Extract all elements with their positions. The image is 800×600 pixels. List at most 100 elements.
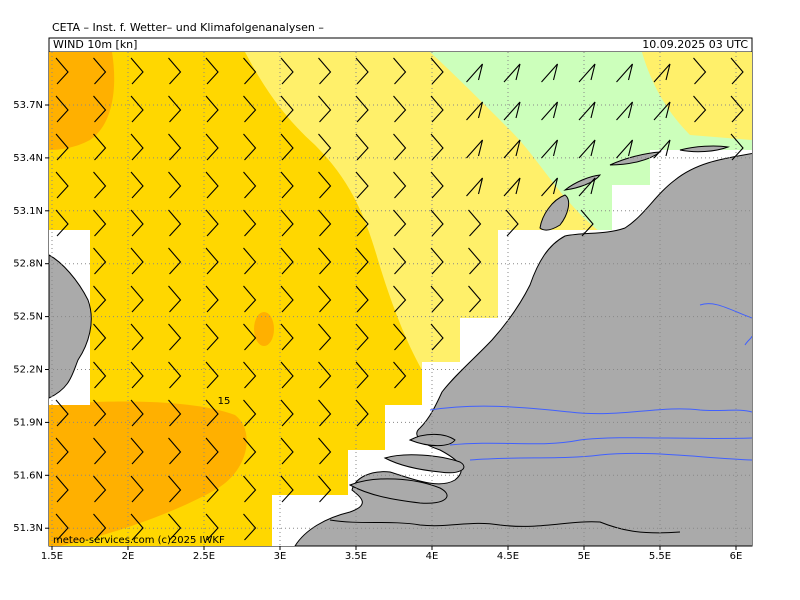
wind-barb <box>168 323 182 351</box>
wind-barb <box>280 247 294 275</box>
wind-barb <box>355 399 369 427</box>
wind-barb <box>205 475 219 503</box>
plot-area: 15 meteo-services.com (c)2025 IWKF <box>49 52 752 546</box>
wind-barb <box>243 323 257 351</box>
wind-barb <box>205 247 219 275</box>
wind-barb <box>318 475 332 503</box>
island <box>383 454 465 474</box>
wind-barb <box>205 285 219 313</box>
wind-5-10 <box>642 52 752 137</box>
wind-barb <box>168 399 182 427</box>
wind-barb <box>318 285 332 313</box>
wind-barb <box>130 95 144 123</box>
wind-barb <box>466 101 484 121</box>
lon-label: 2E <box>122 551 135 562</box>
lon-label: 3E <box>274 551 287 562</box>
wind-barb <box>393 323 407 351</box>
wind-barb <box>693 95 707 123</box>
land <box>294 153 752 546</box>
wind-barb <box>393 57 407 85</box>
wind-barb <box>693 57 707 85</box>
river <box>429 405 752 415</box>
wind-barb <box>130 171 144 199</box>
wind-barb <box>205 399 219 427</box>
wind-barb <box>355 57 369 85</box>
wind-barb <box>355 247 369 275</box>
wind-barb <box>318 437 332 465</box>
wind-barb <box>503 177 521 197</box>
wind-barb <box>130 361 144 389</box>
wind-barb <box>130 323 144 351</box>
contour-label: 15 <box>218 396 231 407</box>
wind-barb <box>318 323 332 351</box>
lon-label: 3.5E <box>345 551 367 562</box>
wind-barb <box>243 95 257 123</box>
wind-barb <box>466 139 484 159</box>
wind-barb <box>466 177 484 197</box>
wind-barb <box>93 95 107 123</box>
wind-barb <box>168 133 182 161</box>
lat-label: 52.8N <box>13 259 43 270</box>
lat-label: 51.3N <box>13 523 43 534</box>
lon-label: 5E <box>578 551 591 562</box>
wind-barb <box>130 133 144 161</box>
wind-barb <box>430 57 444 85</box>
wind-barb <box>541 139 559 159</box>
wind-barb <box>578 63 596 83</box>
wind-barb <box>430 323 444 351</box>
wind-barb <box>243 171 257 199</box>
wind-barb <box>243 513 257 541</box>
wind-barb <box>93 399 107 427</box>
wind-barb <box>355 171 369 199</box>
field-label: WIND 10m [kn] <box>53 38 137 51</box>
wind-barb <box>430 95 444 123</box>
wind-barb <box>430 247 444 275</box>
wind-barb <box>93 209 107 237</box>
wind-barb <box>243 437 257 465</box>
wind-barb <box>243 475 257 503</box>
wind-barb <box>430 171 444 199</box>
wind-barb <box>318 171 332 199</box>
wind-barb <box>730 57 744 85</box>
wind-barb <box>393 247 407 275</box>
wind-barb <box>55 133 69 161</box>
wind-barb <box>55 57 69 85</box>
wind-barb <box>243 361 257 389</box>
wind-barb <box>503 101 521 121</box>
wind-barb <box>168 57 182 85</box>
datetime: 10.09.2025 03 UTC <box>642 38 748 51</box>
wind-barb <box>280 437 294 465</box>
wind-barb <box>93 171 107 199</box>
wind-barb <box>318 95 332 123</box>
river <box>449 437 752 446</box>
wind-barb <box>130 399 144 427</box>
wind-barb <box>55 171 69 199</box>
wind-barb <box>653 101 671 121</box>
wind-barb <box>168 285 182 313</box>
wind-barb <box>653 139 671 159</box>
wind-barb <box>168 95 182 123</box>
wind-barb <box>430 285 444 313</box>
wind-barb <box>468 285 482 313</box>
wind-barb <box>130 513 144 541</box>
wind-barb <box>318 209 332 237</box>
wind-barb <box>578 139 596 159</box>
wind-barb <box>578 101 596 121</box>
wind-barb <box>168 475 182 503</box>
wind-barb <box>280 133 294 161</box>
footer-credit: meteo-services.com (c)2025 IWKF <box>53 535 225 546</box>
island <box>539 194 570 231</box>
wind-15-20 <box>254 312 274 346</box>
wind-barb <box>168 513 182 541</box>
wind-barb <box>168 361 182 389</box>
wind-barb <box>205 361 219 389</box>
wind-barb <box>653 63 671 83</box>
wind-15-20 <box>49 52 115 150</box>
wind-barb <box>578 177 596 197</box>
wind-barb <box>280 171 294 199</box>
wind-barb <box>55 95 69 123</box>
wind-barb <box>93 323 107 351</box>
wind-barb <box>505 209 519 237</box>
wind-barb <box>130 475 144 503</box>
